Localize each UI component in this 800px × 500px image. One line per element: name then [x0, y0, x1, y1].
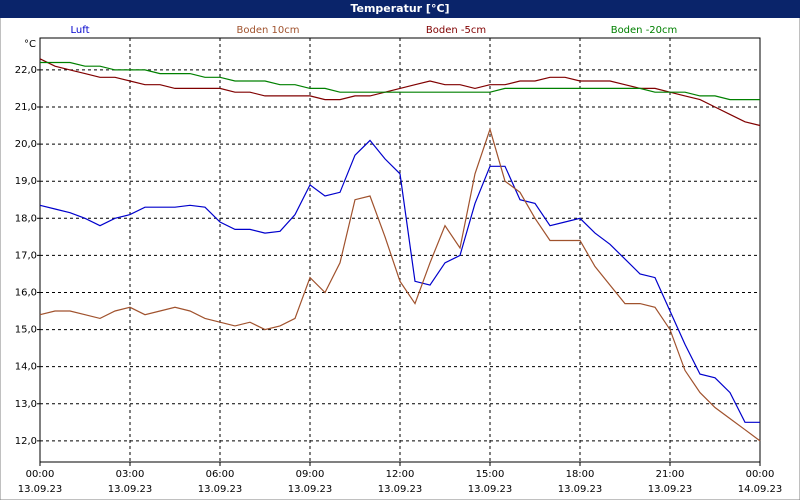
title-bar — [0, 0, 800, 18]
x-tick-date: 13.09.23 — [378, 484, 423, 495]
y-tick-label: 13,0 — [15, 399, 37, 410]
x-tick-date: 13.09.23 — [558, 484, 603, 495]
x-tick-label: 03:00 — [116, 469, 145, 480]
x-tick-label: 06:00 — [206, 469, 235, 480]
x-tick-label: 12:00 — [386, 469, 415, 480]
y-tick-label: 22,0 — [15, 65, 37, 76]
legend-label: Boden -20cm — [611, 25, 678, 36]
legend-label: Luft — [71, 25, 90, 36]
x-tick-label: 21:00 — [656, 469, 685, 480]
y-tick-label: 16,0 — [15, 287, 37, 298]
y-tick-label: 12,0 — [15, 436, 37, 447]
y-tick-label: 18,0 — [15, 213, 37, 224]
x-tick-date: 13.09.23 — [108, 484, 153, 495]
y-tick-label: 20,0 — [15, 139, 37, 150]
legend-label: Boden 10cm — [237, 25, 300, 36]
y-tick-label: 15,0 — [15, 325, 37, 336]
series-line — [40, 61, 760, 101]
x-tick-label: 15:00 — [476, 469, 505, 480]
x-tick-label: 00:00 — [26, 469, 55, 480]
x-tick-date: 13.09.23 — [288, 484, 333, 495]
series-line — [39, 127, 761, 442]
y-tick-label: 17,0 — [15, 250, 37, 261]
x-tick-date: 14.09.23 — [738, 484, 783, 495]
x-tick-label: 09:00 — [296, 469, 325, 480]
y-unit: °C — [24, 39, 36, 50]
series-line — [39, 139, 760, 423]
y-tick-label: 21,0 — [15, 102, 37, 113]
y-tick-label: 19,0 — [15, 176, 37, 187]
x-tick-date: 13.09.23 — [648, 484, 693, 495]
y-tick-label: 14,0 — [15, 362, 37, 373]
x-tick-date: 13.09.23 — [198, 484, 243, 495]
x-tick-label: 00:00 — [746, 469, 775, 480]
legend-label: Boden -5cm — [426, 25, 486, 36]
x-tick-label: 18:00 — [566, 469, 595, 480]
x-tick-date: 13.09.23 — [18, 484, 63, 495]
chart-title: Temperatur [°C] — [350, 2, 449, 15]
x-tick-date: 13.09.23 — [468, 484, 513, 495]
